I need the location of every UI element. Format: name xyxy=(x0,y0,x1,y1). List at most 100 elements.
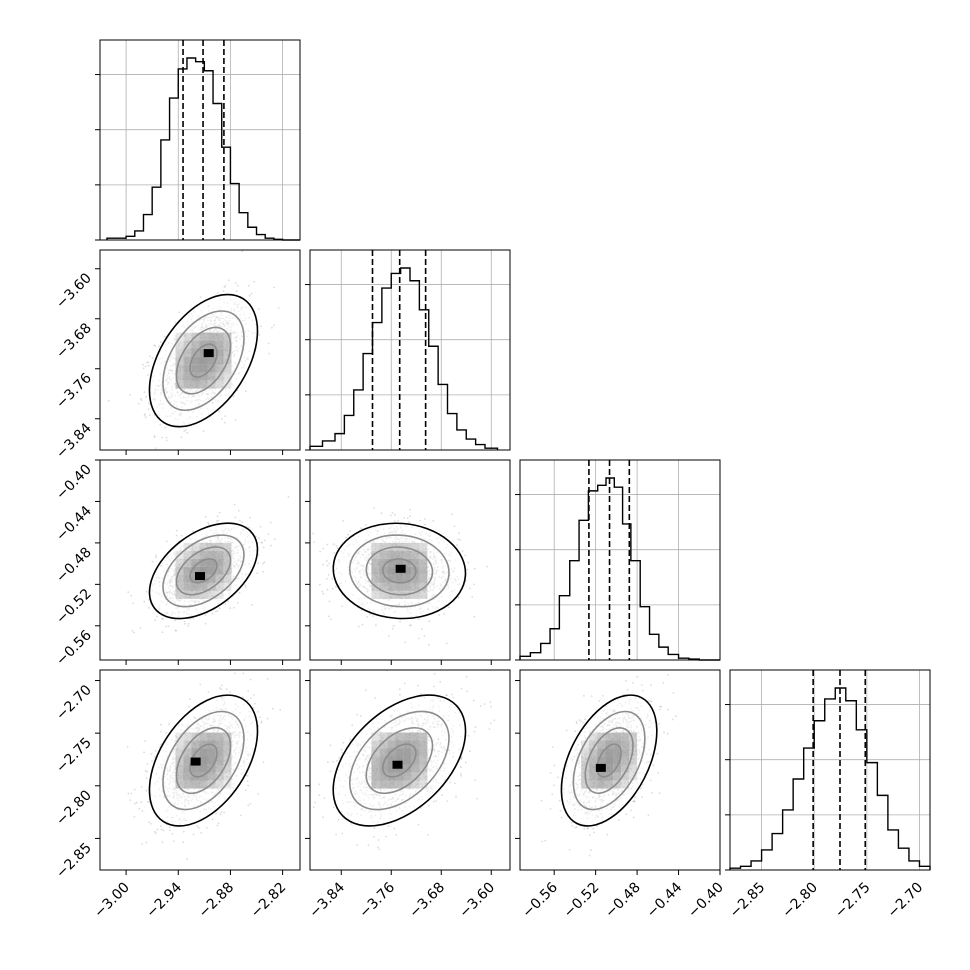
scatter-point xyxy=(223,811,226,814)
scatter-point xyxy=(256,572,259,574)
scatter-point xyxy=(180,436,183,439)
scatter-point xyxy=(153,435,156,437)
scatter-point xyxy=(240,814,242,817)
scatter-point xyxy=(234,282,237,284)
scatter-point xyxy=(332,543,335,546)
scatter-point xyxy=(222,290,225,293)
scatter-point xyxy=(321,590,324,593)
scatter-point xyxy=(182,830,185,833)
scatter-point xyxy=(389,514,392,517)
scatter-point xyxy=(160,828,163,831)
scatter-point xyxy=(237,509,240,512)
scatter-point xyxy=(225,688,228,691)
scatter-panel-0-1 xyxy=(95,249,301,489)
hist-panel-2 xyxy=(515,459,721,661)
scatter-point xyxy=(146,361,149,364)
scatter-point xyxy=(250,292,253,295)
scatter-point xyxy=(187,622,190,625)
scatter-point xyxy=(174,619,176,622)
scatter-point xyxy=(174,321,177,324)
scatter-point xyxy=(248,526,250,529)
scatter-point xyxy=(161,618,164,620)
scatter-point xyxy=(330,618,332,621)
hist-frame-0 xyxy=(99,39,301,241)
scatter-point xyxy=(145,590,148,593)
scatter-point xyxy=(164,426,167,429)
scatter-point xyxy=(211,818,214,821)
scatter-point xyxy=(132,602,135,605)
scatter-point xyxy=(204,515,207,518)
scatter-point xyxy=(139,627,142,629)
hist-panel-3 xyxy=(725,669,931,871)
scatter-point xyxy=(458,532,460,535)
scatter-point xyxy=(326,577,328,580)
scatter-point xyxy=(361,623,364,626)
scatter-point xyxy=(205,826,208,829)
scatter-point xyxy=(328,562,331,565)
scatter-point xyxy=(229,607,232,610)
scatter-point xyxy=(147,801,149,803)
scatter-point xyxy=(421,628,423,631)
hist-frame-2 xyxy=(519,459,721,661)
scatter-point xyxy=(182,841,185,844)
scatter-point xyxy=(217,519,220,522)
scatter-point xyxy=(406,517,409,520)
scatter-point xyxy=(148,355,151,358)
scatter-point xyxy=(166,487,168,489)
scatter-point xyxy=(158,345,161,348)
scatter-point xyxy=(267,342,270,345)
scatter-point xyxy=(130,594,133,597)
scatter-point xyxy=(443,613,445,615)
scatter-point xyxy=(165,625,167,628)
scatter-point xyxy=(207,691,210,693)
scatter-point xyxy=(131,629,134,632)
scatter-point xyxy=(199,296,202,298)
scatter-point xyxy=(147,402,150,404)
scatter-point xyxy=(366,616,368,618)
scatter-point xyxy=(220,684,223,687)
scatter-point xyxy=(142,367,145,370)
scatter-point xyxy=(257,793,260,795)
scatter-point xyxy=(159,341,162,344)
scatter-point xyxy=(204,622,207,625)
scatter-point xyxy=(327,573,330,576)
scatter-point xyxy=(322,547,324,550)
scatter-point xyxy=(271,707,274,710)
scatter-point xyxy=(239,519,241,522)
scatter-point xyxy=(224,603,227,605)
scatter-point xyxy=(151,760,153,762)
scatter-point xyxy=(260,325,262,328)
scatter-point xyxy=(410,624,412,626)
scatter-point xyxy=(453,525,456,528)
scatter-point xyxy=(234,419,237,421)
scatter-point xyxy=(228,279,230,282)
scatter-point xyxy=(273,286,275,289)
scatter-point xyxy=(326,588,329,591)
scatter-point xyxy=(319,550,321,553)
scatter-point xyxy=(327,615,330,618)
scatter-point xyxy=(221,418,223,420)
scatter-point xyxy=(171,833,174,835)
scatter-point xyxy=(148,607,150,609)
scatter-point xyxy=(207,523,210,526)
scatter-point xyxy=(143,414,146,417)
scatter-point xyxy=(313,541,316,543)
scatter-point xyxy=(200,831,203,834)
scatter-point xyxy=(174,629,177,632)
scatter-point xyxy=(335,544,338,547)
scatter-point xyxy=(247,690,250,692)
scatter-point xyxy=(151,560,154,563)
scatter-point xyxy=(241,250,244,253)
scatter-point xyxy=(162,617,164,620)
scatter-point xyxy=(465,580,467,583)
scatter-point xyxy=(156,828,159,831)
scatter-point xyxy=(273,324,275,327)
scatter-point xyxy=(233,503,236,506)
scatter-point xyxy=(234,672,236,675)
scatter-point xyxy=(216,610,219,612)
scatter-content xyxy=(312,507,488,646)
scatter-point xyxy=(257,562,259,565)
scatter-point xyxy=(149,414,151,416)
scatter-point xyxy=(217,822,220,825)
scatter-point xyxy=(244,789,247,791)
